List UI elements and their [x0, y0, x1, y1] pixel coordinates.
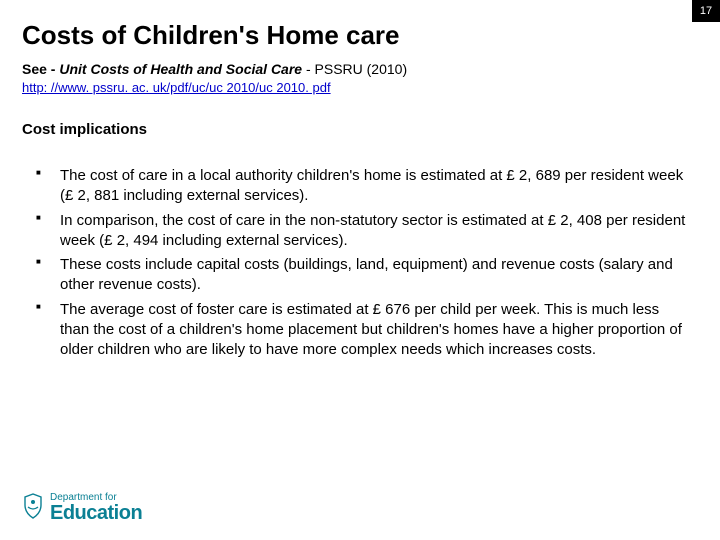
- bullet-list: The cost of care in a local authority ch…: [22, 166, 692, 360]
- page-number: 17: [700, 5, 712, 17]
- see-doc-title: Unit Costs of Health and Social Care: [59, 61, 302, 77]
- slide-content: Costs of Children's Home care See - Unit…: [0, 0, 720, 360]
- see-suffix: - PSSRU (2010): [302, 61, 407, 77]
- page-number-badge: 17: [692, 0, 720, 22]
- crest-icon: [22, 493, 44, 523]
- subheading: Cost implications: [22, 121, 692, 138]
- see-label: See -: [22, 61, 59, 77]
- list-item: The average cost of foster care is estim…: [36, 300, 692, 361]
- source-link[interactable]: http: //www. pssru. ac. uk/pdf/uc/uc 201…: [22, 80, 331, 95]
- list-item: The cost of care in a local authority ch…: [36, 166, 692, 207]
- list-item: In comparison, the cost of care in the n…: [36, 211, 692, 252]
- logo-text: Department for Education: [50, 493, 142, 525]
- logo-edu-label: Education: [50, 503, 142, 524]
- page-title: Costs of Children's Home care: [22, 20, 692, 51]
- see-reference: See - Unit Costs of Health and Social Ca…: [22, 61, 692, 77]
- department-logo: Department for Education: [22, 493, 142, 525]
- list-item: These costs include capital costs (build…: [36, 255, 692, 296]
